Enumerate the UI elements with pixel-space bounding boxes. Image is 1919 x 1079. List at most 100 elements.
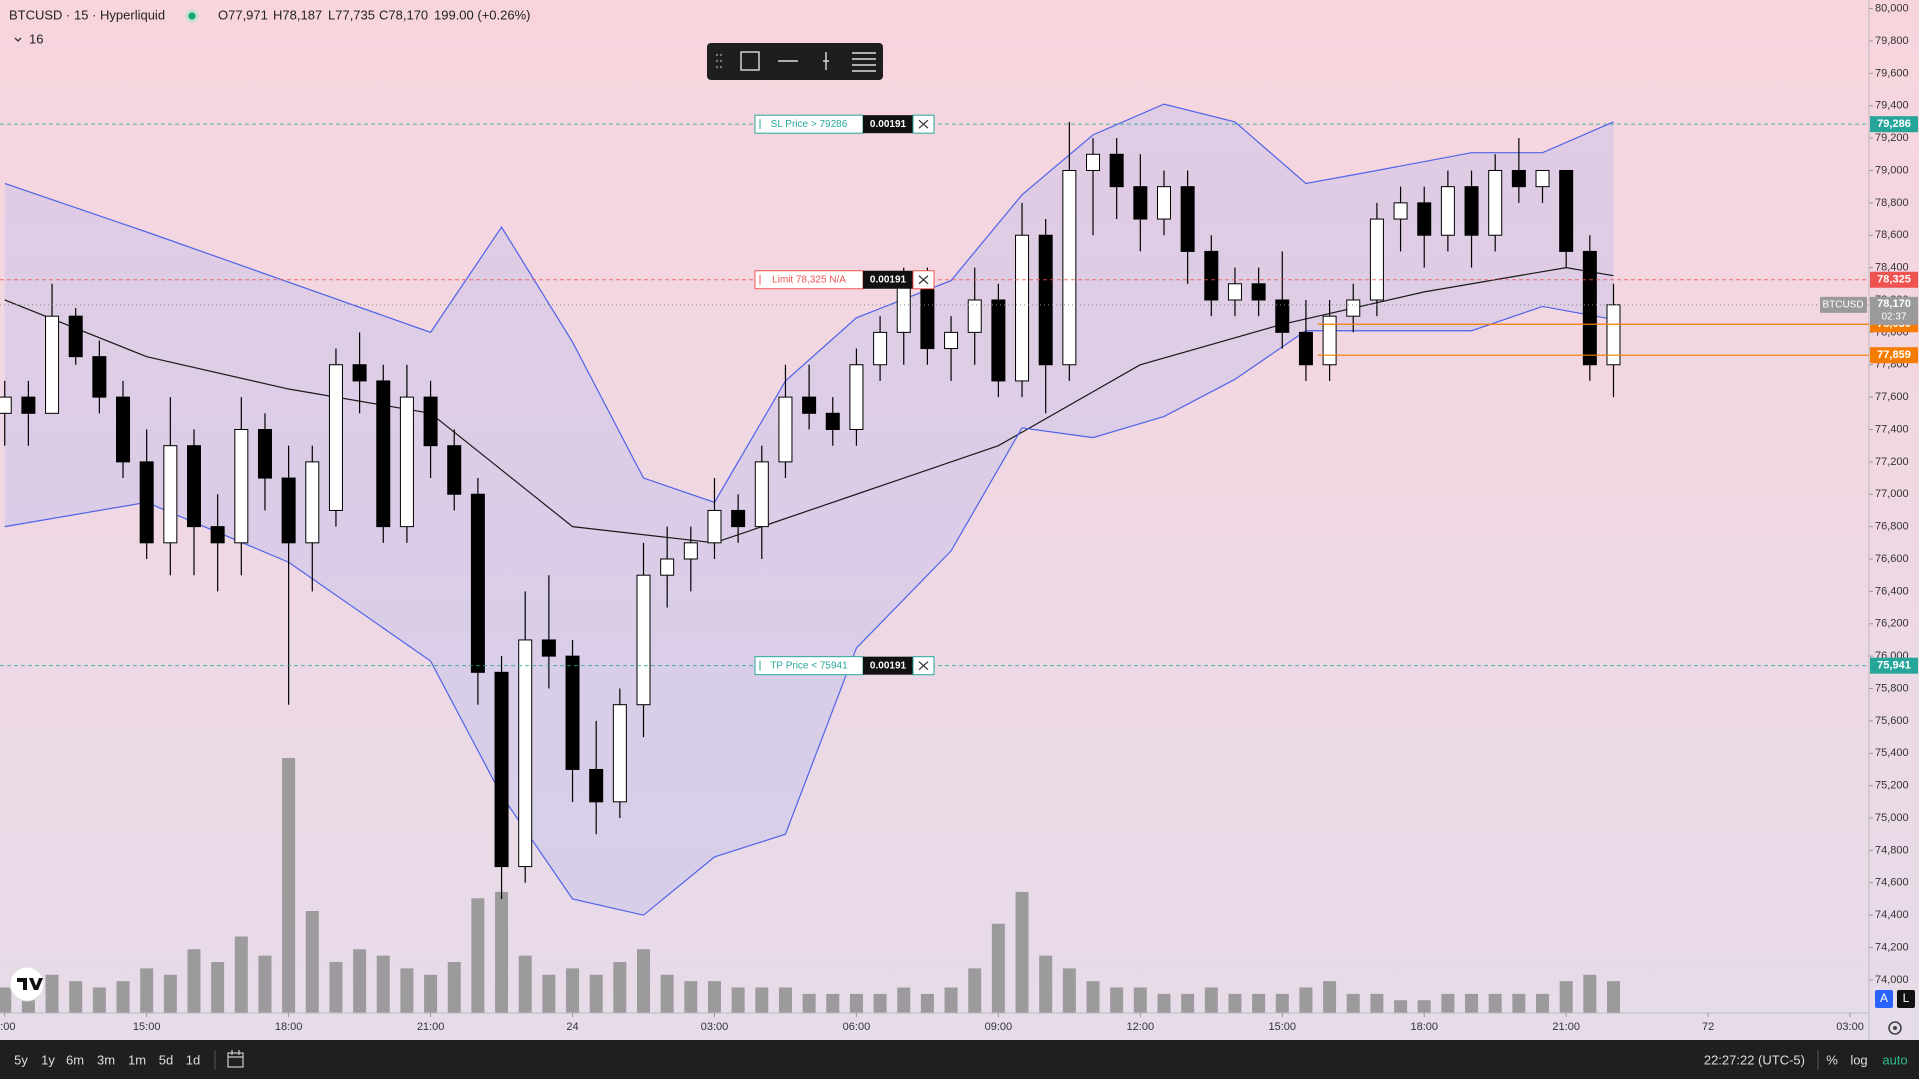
x-tick-label: 15:00 [1269, 1021, 1297, 1033]
y-tick-label: 74,200 [1875, 941, 1909, 953]
volume-bar [1181, 993, 1195, 1013]
candle-body [1440, 186, 1455, 236]
order-qty[interactable]: 0.00191 [870, 660, 907, 671]
scale-button-bg[interactable] [1875, 990, 1893, 1008]
volume-bar [1346, 993, 1360, 1013]
candle-body [1393, 202, 1408, 220]
x-tick-label: 18:00 [275, 1021, 303, 1033]
candle-body [494, 671, 509, 868]
volume-bar [1417, 1000, 1431, 1013]
y-tick-label: 76,200 [1875, 618, 1909, 630]
order-tag-bg [1870, 271, 1918, 288]
candle-body [683, 542, 698, 560]
volume-bar [589, 974, 603, 1013]
symbol-tag: BTCUSD [1822, 299, 1863, 310]
candle-body [1015, 234, 1030, 382]
candle-body [1535, 169, 1550, 188]
order-qty-bg[interactable] [863, 656, 913, 675]
y-tick-label: 75,400 [1875, 747, 1909, 759]
candle-body [1156, 186, 1171, 220]
bottom-toolbar [0, 1040, 1919, 1079]
symbol-title: BTCUSD · 15 · Hyperliquid [9, 7, 165, 22]
candle-body [754, 461, 769, 528]
candle-body [1322, 315, 1337, 366]
x-tick-label: 2:00 [0, 1021, 15, 1033]
scale-button[interactable]: L [1903, 991, 1910, 1005]
candle-body [1488, 169, 1503, 236]
indicator-count[interactable]: 16 [29, 31, 43, 46]
order-label[interactable]: TP Price < 75941 [770, 660, 848, 671]
level-tag-bg [1870, 347, 1918, 364]
auto-toggle[interactable]: auto [1882, 1052, 1907, 1067]
candle-body [896, 283, 911, 333]
volume-bar [1299, 987, 1313, 1013]
candle-body [731, 509, 746, 528]
candle-body [1606, 304, 1621, 366]
candle-body [707, 509, 722, 544]
candle-body [612, 704, 627, 803]
range-button[interactable]: 1m [128, 1052, 146, 1067]
volume-bar [1394, 1000, 1408, 1013]
volume-bar [1559, 981, 1573, 1013]
order-label[interactable]: Limit 78,325 N/A [772, 274, 846, 285]
volume-bar [1086, 981, 1100, 1013]
scale-button[interactable]: A [1880, 991, 1888, 1005]
drag-handle[interactable] [715, 53, 723, 69]
range-button[interactable]: 5d [159, 1052, 173, 1067]
range-buttons: 5y 1y 6m 3m 1m 5d 1d [14, 1052, 200, 1067]
order-qty[interactable]: 0.00191 [870, 119, 907, 130]
volume-bar [660, 974, 674, 1013]
range-button[interactable]: 3m [97, 1052, 115, 1067]
volume-bar [1488, 993, 1502, 1013]
y-tick-label: 78,600 [1875, 229, 1909, 241]
order-close-icon[interactable] [918, 119, 929, 129]
range-button[interactable]: 6m [66, 1052, 84, 1067]
volume-bar [802, 993, 816, 1013]
volume-bar [1606, 981, 1620, 1013]
volume-bar [1133, 987, 1147, 1013]
range-button[interactable]: 5y [14, 1052, 28, 1067]
volume-bar [1204, 987, 1218, 1013]
y-tick-label: 79,400 [1875, 100, 1909, 112]
x-tick-label: 24 [566, 1021, 578, 1033]
candle-body [778, 396, 793, 463]
volume-bar [542, 974, 556, 1013]
y-tick-label: 76,800 [1875, 521, 1909, 533]
candle-body [1251, 283, 1266, 301]
order-close-icon[interactable] [918, 275, 929, 285]
volume-bar [778, 987, 792, 1013]
candle-body [21, 396, 36, 414]
volume-bar [944, 987, 958, 1013]
volume-bar [329, 962, 343, 1013]
date-picker[interactable] [227, 1050, 244, 1068]
menu-tool[interactable] [852, 52, 876, 72]
indicator-line [4, 267, 1614, 544]
candle-body [1298, 331, 1313, 366]
vline-tool[interactable] [823, 52, 829, 70]
collapse-chevron[interactable] [14, 37, 22, 42]
candle-body [1464, 186, 1479, 236]
volume-bar [1465, 993, 1479, 1013]
order-qty-bg[interactable] [863, 115, 913, 134]
candle-body [1417, 202, 1432, 236]
clock: 22:27:22 (UTC-5) [1704, 1052, 1805, 1067]
rect-tool[interactable] [740, 51, 760, 71]
ohlc-close: C78,170 [379, 7, 428, 22]
candle-body [234, 428, 249, 544]
order-close-icon[interactable] [918, 661, 929, 671]
percent-toggle[interactable]: % [1826, 1052, 1838, 1067]
order-label[interactable]: SL Price > 79286 [771, 119, 848, 130]
scale-button-bg[interactable] [1897, 990, 1915, 1008]
candle-body [423, 396, 438, 447]
candle-body [589, 768, 604, 803]
range-button[interactable]: 1y [41, 1052, 55, 1067]
x-tick-label: 03:00 [701, 1021, 729, 1033]
log-toggle[interactable]: log [1850, 1052, 1867, 1067]
order-qty-bg[interactable] [863, 270, 913, 289]
volume-bar [92, 987, 106, 1013]
range-button[interactable]: 1d [186, 1052, 200, 1067]
y-tick-label: 79,200 [1875, 132, 1909, 144]
y-tick-label: 74,800 [1875, 844, 1909, 856]
order-qty[interactable]: 0.00191 [870, 274, 907, 285]
settings-gear[interactable] [1888, 1021, 1902, 1035]
